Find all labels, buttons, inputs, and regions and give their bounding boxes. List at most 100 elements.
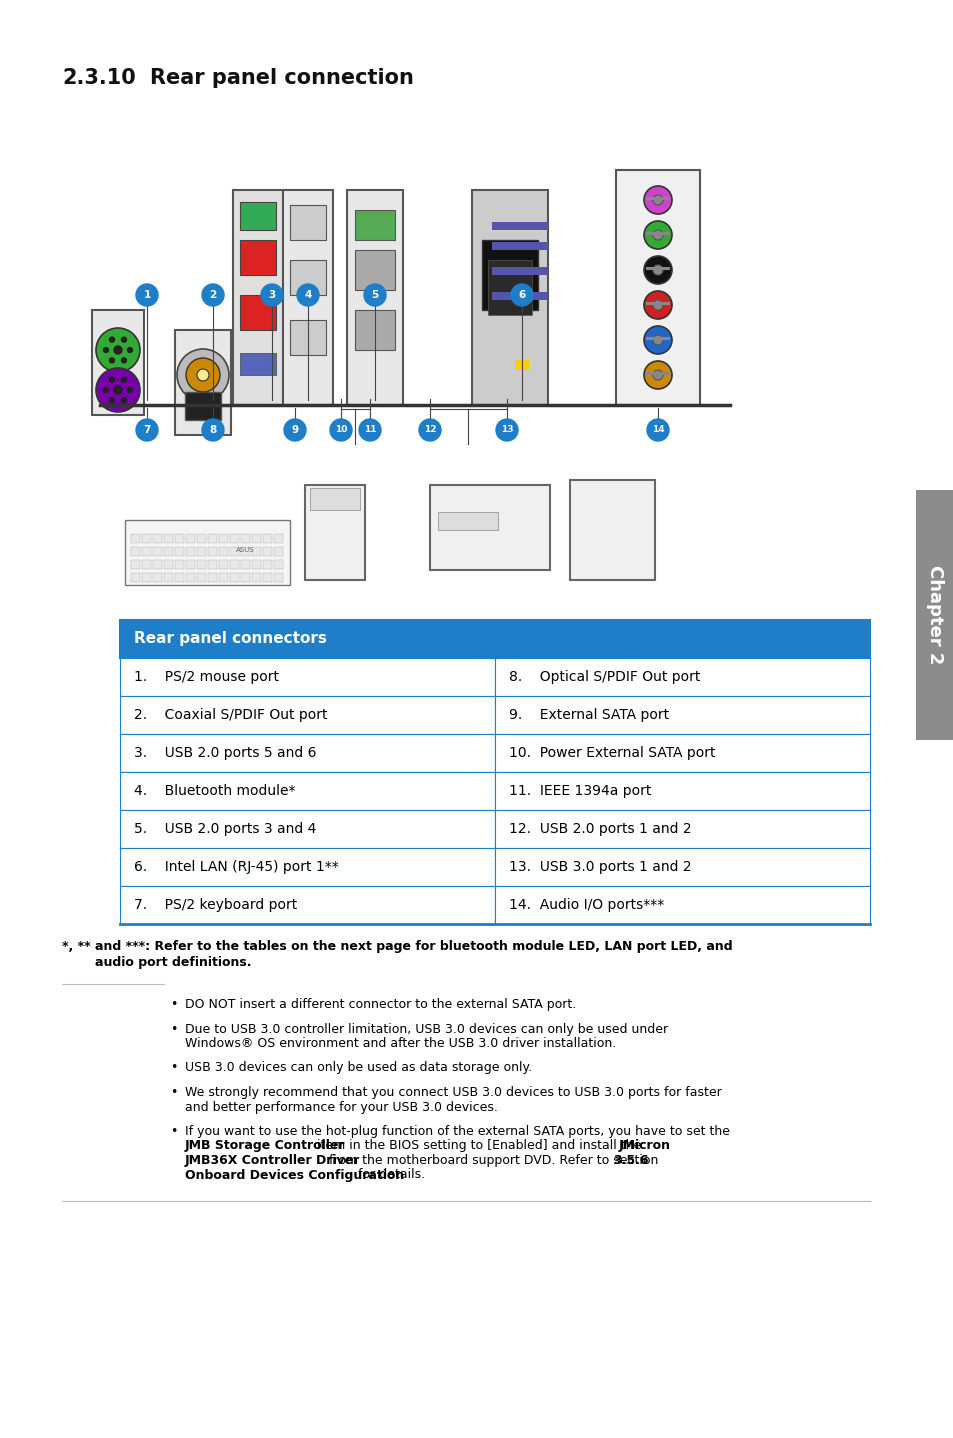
Circle shape bbox=[177, 349, 229, 401]
Bar bbox=[230, 572, 239, 582]
Bar bbox=[240, 295, 275, 329]
Bar bbox=[174, 533, 184, 544]
Bar bbox=[165, 968, 874, 1215]
Text: for details.: for details. bbox=[354, 1169, 425, 1182]
Text: 5: 5 bbox=[371, 290, 378, 301]
Bar bbox=[241, 533, 250, 544]
Text: We strongly recommend that you connect USB 3.0 devices to USB 3.0 ports for fast: We strongly recommend that you connect U… bbox=[185, 1086, 721, 1099]
Bar bbox=[233, 190, 283, 406]
Text: •: • bbox=[170, 1022, 177, 1035]
Bar bbox=[290, 206, 326, 240]
Bar bbox=[495, 659, 869, 696]
Text: 12: 12 bbox=[423, 426, 436, 434]
Bar bbox=[495, 733, 869, 772]
Text: 9: 9 bbox=[291, 426, 298, 436]
Bar bbox=[186, 559, 194, 569]
Text: 11.  IEEE 1394a port: 11. IEEE 1394a port bbox=[509, 784, 651, 798]
Bar bbox=[62, 998, 869, 1438]
Text: 5.    USB 2.0 ports 3 and 4: 5. USB 2.0 ports 3 and 4 bbox=[133, 823, 316, 835]
Bar bbox=[62, 109, 891, 590]
Text: Windows® OS environment and after the USB 3.0 driver installation.: Windows® OS environment and after the US… bbox=[185, 1037, 616, 1050]
Bar bbox=[241, 559, 250, 569]
Circle shape bbox=[113, 347, 122, 354]
Circle shape bbox=[261, 283, 283, 306]
Text: •: • bbox=[170, 1125, 177, 1137]
Bar bbox=[263, 572, 272, 582]
Bar bbox=[208, 533, 216, 544]
Bar bbox=[131, 559, 140, 569]
Bar bbox=[219, 572, 228, 582]
Bar bbox=[174, 572, 184, 582]
Bar bbox=[164, 559, 172, 569]
Bar bbox=[355, 210, 395, 240]
Text: 8.    Optical S/PDIF Out port: 8. Optical S/PDIF Out port bbox=[509, 670, 700, 684]
Circle shape bbox=[202, 418, 224, 441]
Text: 3.    USB 2.0 ports 5 and 6: 3. USB 2.0 ports 5 and 6 bbox=[133, 746, 316, 761]
Text: JMicron: JMicron bbox=[618, 1139, 670, 1152]
Circle shape bbox=[128, 348, 132, 352]
Text: *, ** and ***: Refer to the tables on the next page for bluetooth module LED, LA: *, ** and ***: Refer to the tables on th… bbox=[62, 940, 732, 953]
Bar bbox=[196, 546, 206, 557]
Circle shape bbox=[296, 283, 318, 306]
Text: If you want to use the hot-plug function of the external SATA ports, you have to: If you want to use the hot-plug function… bbox=[185, 1125, 729, 1137]
Text: 14: 14 bbox=[651, 426, 663, 434]
Bar bbox=[263, 559, 272, 569]
Bar bbox=[196, 533, 206, 544]
Bar bbox=[219, 546, 228, 557]
Circle shape bbox=[113, 385, 122, 394]
Bar bbox=[492, 267, 547, 275]
Text: We strongly recommend that you connect USB 3.0 devices to USB 3.0 ports for fast: We strongly recommend that you connect U… bbox=[185, 1086, 721, 1099]
Bar bbox=[481, 240, 537, 311]
Circle shape bbox=[110, 336, 114, 342]
Bar bbox=[174, 559, 184, 569]
Bar bbox=[91, 311, 144, 416]
Text: Rear panel connectors: Rear panel connectors bbox=[133, 631, 327, 647]
Bar bbox=[208, 572, 216, 582]
Bar bbox=[125, 521, 290, 585]
Bar bbox=[569, 480, 655, 580]
Text: 2-43: 2-43 bbox=[841, 1415, 869, 1428]
Text: •: • bbox=[170, 1061, 177, 1074]
Bar bbox=[274, 559, 283, 569]
Circle shape bbox=[646, 418, 668, 441]
Text: If you want to use the hot-plug function of the external SATA ports, you have to: If you want to use the hot-plug function… bbox=[185, 1125, 729, 1137]
Bar bbox=[495, 810, 869, 848]
Bar bbox=[263, 533, 272, 544]
Text: JMB36X Controller Driver<<bold>> from the motherboard support DVD. Refer to sect: JMB36X Controller Driver<<bold>> from th… bbox=[185, 1155, 846, 1168]
Text: 1: 1 bbox=[143, 290, 151, 301]
Bar bbox=[240, 201, 275, 230]
Bar bbox=[152, 572, 162, 582]
Circle shape bbox=[284, 418, 306, 441]
Bar bbox=[120, 772, 495, 810]
Text: Rear panel connection: Rear panel connection bbox=[150, 68, 414, 88]
Circle shape bbox=[511, 283, 533, 306]
Circle shape bbox=[136, 283, 158, 306]
Bar bbox=[437, 512, 497, 531]
Bar bbox=[252, 546, 261, 557]
Circle shape bbox=[643, 361, 671, 390]
Text: 4: 4 bbox=[304, 290, 312, 301]
Text: •: • bbox=[170, 1125, 177, 1137]
Bar bbox=[82, 1001, 100, 1021]
Bar bbox=[495, 696, 869, 733]
Bar bbox=[142, 546, 151, 557]
Text: 6: 6 bbox=[517, 290, 525, 301]
Text: Due to USB 3.0 controller limitation, USB 3.0 devices can only be used under: Due to USB 3.0 controller limitation, US… bbox=[185, 1022, 667, 1035]
Text: 10: 10 bbox=[335, 426, 347, 434]
Bar bbox=[164, 572, 172, 582]
Bar bbox=[208, 546, 216, 557]
Circle shape bbox=[643, 186, 671, 214]
Text: •: • bbox=[170, 998, 177, 1011]
Bar bbox=[240, 240, 275, 275]
Bar bbox=[310, 487, 359, 510]
Circle shape bbox=[652, 301, 662, 311]
Text: Due to USB 3.0 controller limitation, USB 3.0 devices can only be used under: Due to USB 3.0 controller limitation, US… bbox=[185, 1022, 667, 1035]
Circle shape bbox=[652, 230, 662, 240]
Bar bbox=[164, 546, 172, 557]
Bar bbox=[645, 232, 669, 234]
Bar bbox=[488, 260, 532, 315]
Text: DO NOT insert a different connector to the external SATA port.: DO NOT insert a different connector to t… bbox=[185, 998, 576, 1011]
Bar bbox=[131, 533, 140, 544]
Bar bbox=[355, 250, 395, 290]
Text: and better performance for your USB 3.0 devices.: and better performance for your USB 3.0 … bbox=[185, 1100, 497, 1113]
